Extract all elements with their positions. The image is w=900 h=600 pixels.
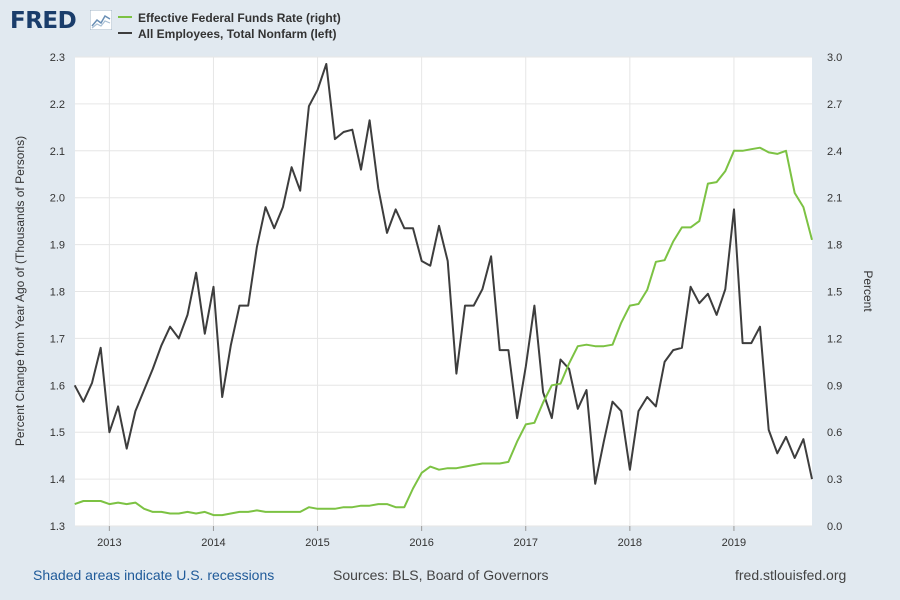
- grid-lines: [75, 56, 812, 527]
- legend-swatch-fedfunds: [118, 15, 132, 18]
- left-tick-label: 2.3: [50, 52, 65, 64]
- right-tick-label: 0.9: [827, 380, 842, 392]
- right-tick-label: 1.5: [827, 287, 842, 299]
- left-tick-label: 1.9: [50, 240, 65, 252]
- right-tick-label: 1.2: [827, 333, 842, 345]
- right-tick-label: 0.3: [827, 474, 842, 486]
- right-tick-label: 1.8: [827, 240, 842, 252]
- right-tick-label: 3.0: [827, 52, 842, 64]
- x-tick-label: 2018: [618, 537, 642, 549]
- x-axis-ticks: 2013 2014 2015 2016 2017 2018 2019: [97, 526, 746, 549]
- x-tick-label: 2016: [409, 537, 433, 549]
- right-tick-label: 0.6: [827, 427, 842, 439]
- left-tick-label: 2.0: [50, 193, 65, 205]
- legend-item-fedfunds[interactable]: Effective Federal Funds Rate (right): [118, 10, 341, 26]
- chart-legend: Effective Federal Funds Rate (right) All…: [118, 10, 341, 42]
- right-tick-label: 0.0: [827, 521, 842, 533]
- legend-item-nonfarm[interactable]: All Employees, Total Nonfarm (left): [118, 26, 341, 42]
- left-tick-label: 1.8: [50, 287, 65, 299]
- left-tick-label: 1.7: [50, 333, 65, 345]
- sources-text: Sources: BLS, Board of Governors: [333, 567, 549, 583]
- fred-logo[interactable]: FRED: [10, 8, 77, 34]
- x-tick-label: 2014: [201, 537, 225, 549]
- series-line-nonfarm[interactable]: [73, 63, 813, 485]
- y-axis-label-left: Percent Change from Year Ago of (Thousan…: [13, 136, 27, 446]
- left-tick-label: 1.4: [50, 474, 65, 486]
- right-axis-ticks: 0.0 0.3 0.6 0.9 1.2 1.5 1.8 2.1 2.4 2.7 3.0: [827, 52, 842, 533]
- y-axis-label-right: Percent: [861, 270, 875, 312]
- left-tick-label: 2.2: [50, 99, 65, 111]
- right-tick-label: 2.4: [827, 146, 842, 158]
- chart-line-icon: [90, 10, 112, 30]
- legend-label-nonfarm: All Employees, Total Nonfarm (left): [138, 27, 337, 41]
- left-tick-label: 1.3: [50, 521, 65, 533]
- left-axis-ticks: 1.3 1.4 1.5 1.6 1.7 1.8 1.9 2.0 2.1 2.2 2.3: [50, 52, 65, 533]
- legend-label-fedfunds: Effective Federal Funds Rate (right): [138, 11, 341, 25]
- left-tick-label: 1.6: [50, 380, 65, 392]
- line-chart[interactable]: 1.3 1.4 1.5 1.6 1.7 1.8 1.9 2.0 2.1 2.2 2.3 0.0 0.3…: [0, 0, 900, 560]
- legend-swatch-nonfarm: [118, 31, 132, 34]
- site-link[interactable]: fred.stlouisfed.org: [735, 567, 847, 583]
- x-tick-label: 2019: [722, 537, 746, 549]
- recession-note-link[interactable]: Shaded areas indicate U.S. recessions: [33, 567, 275, 583]
- x-tick-label: 2015: [305, 537, 329, 549]
- series-line-fedfunds[interactable]: [74, 146, 813, 517]
- x-tick-label: 2017: [513, 537, 537, 549]
- right-tick-label: 2.1: [827, 193, 842, 205]
- series-group: [73, 63, 813, 517]
- x-tick-label: 2013: [97, 537, 121, 549]
- left-tick-label: 2.1: [50, 146, 65, 158]
- left-tick-label: 1.5: [50, 427, 65, 439]
- right-tick-label: 2.7: [827, 99, 842, 111]
